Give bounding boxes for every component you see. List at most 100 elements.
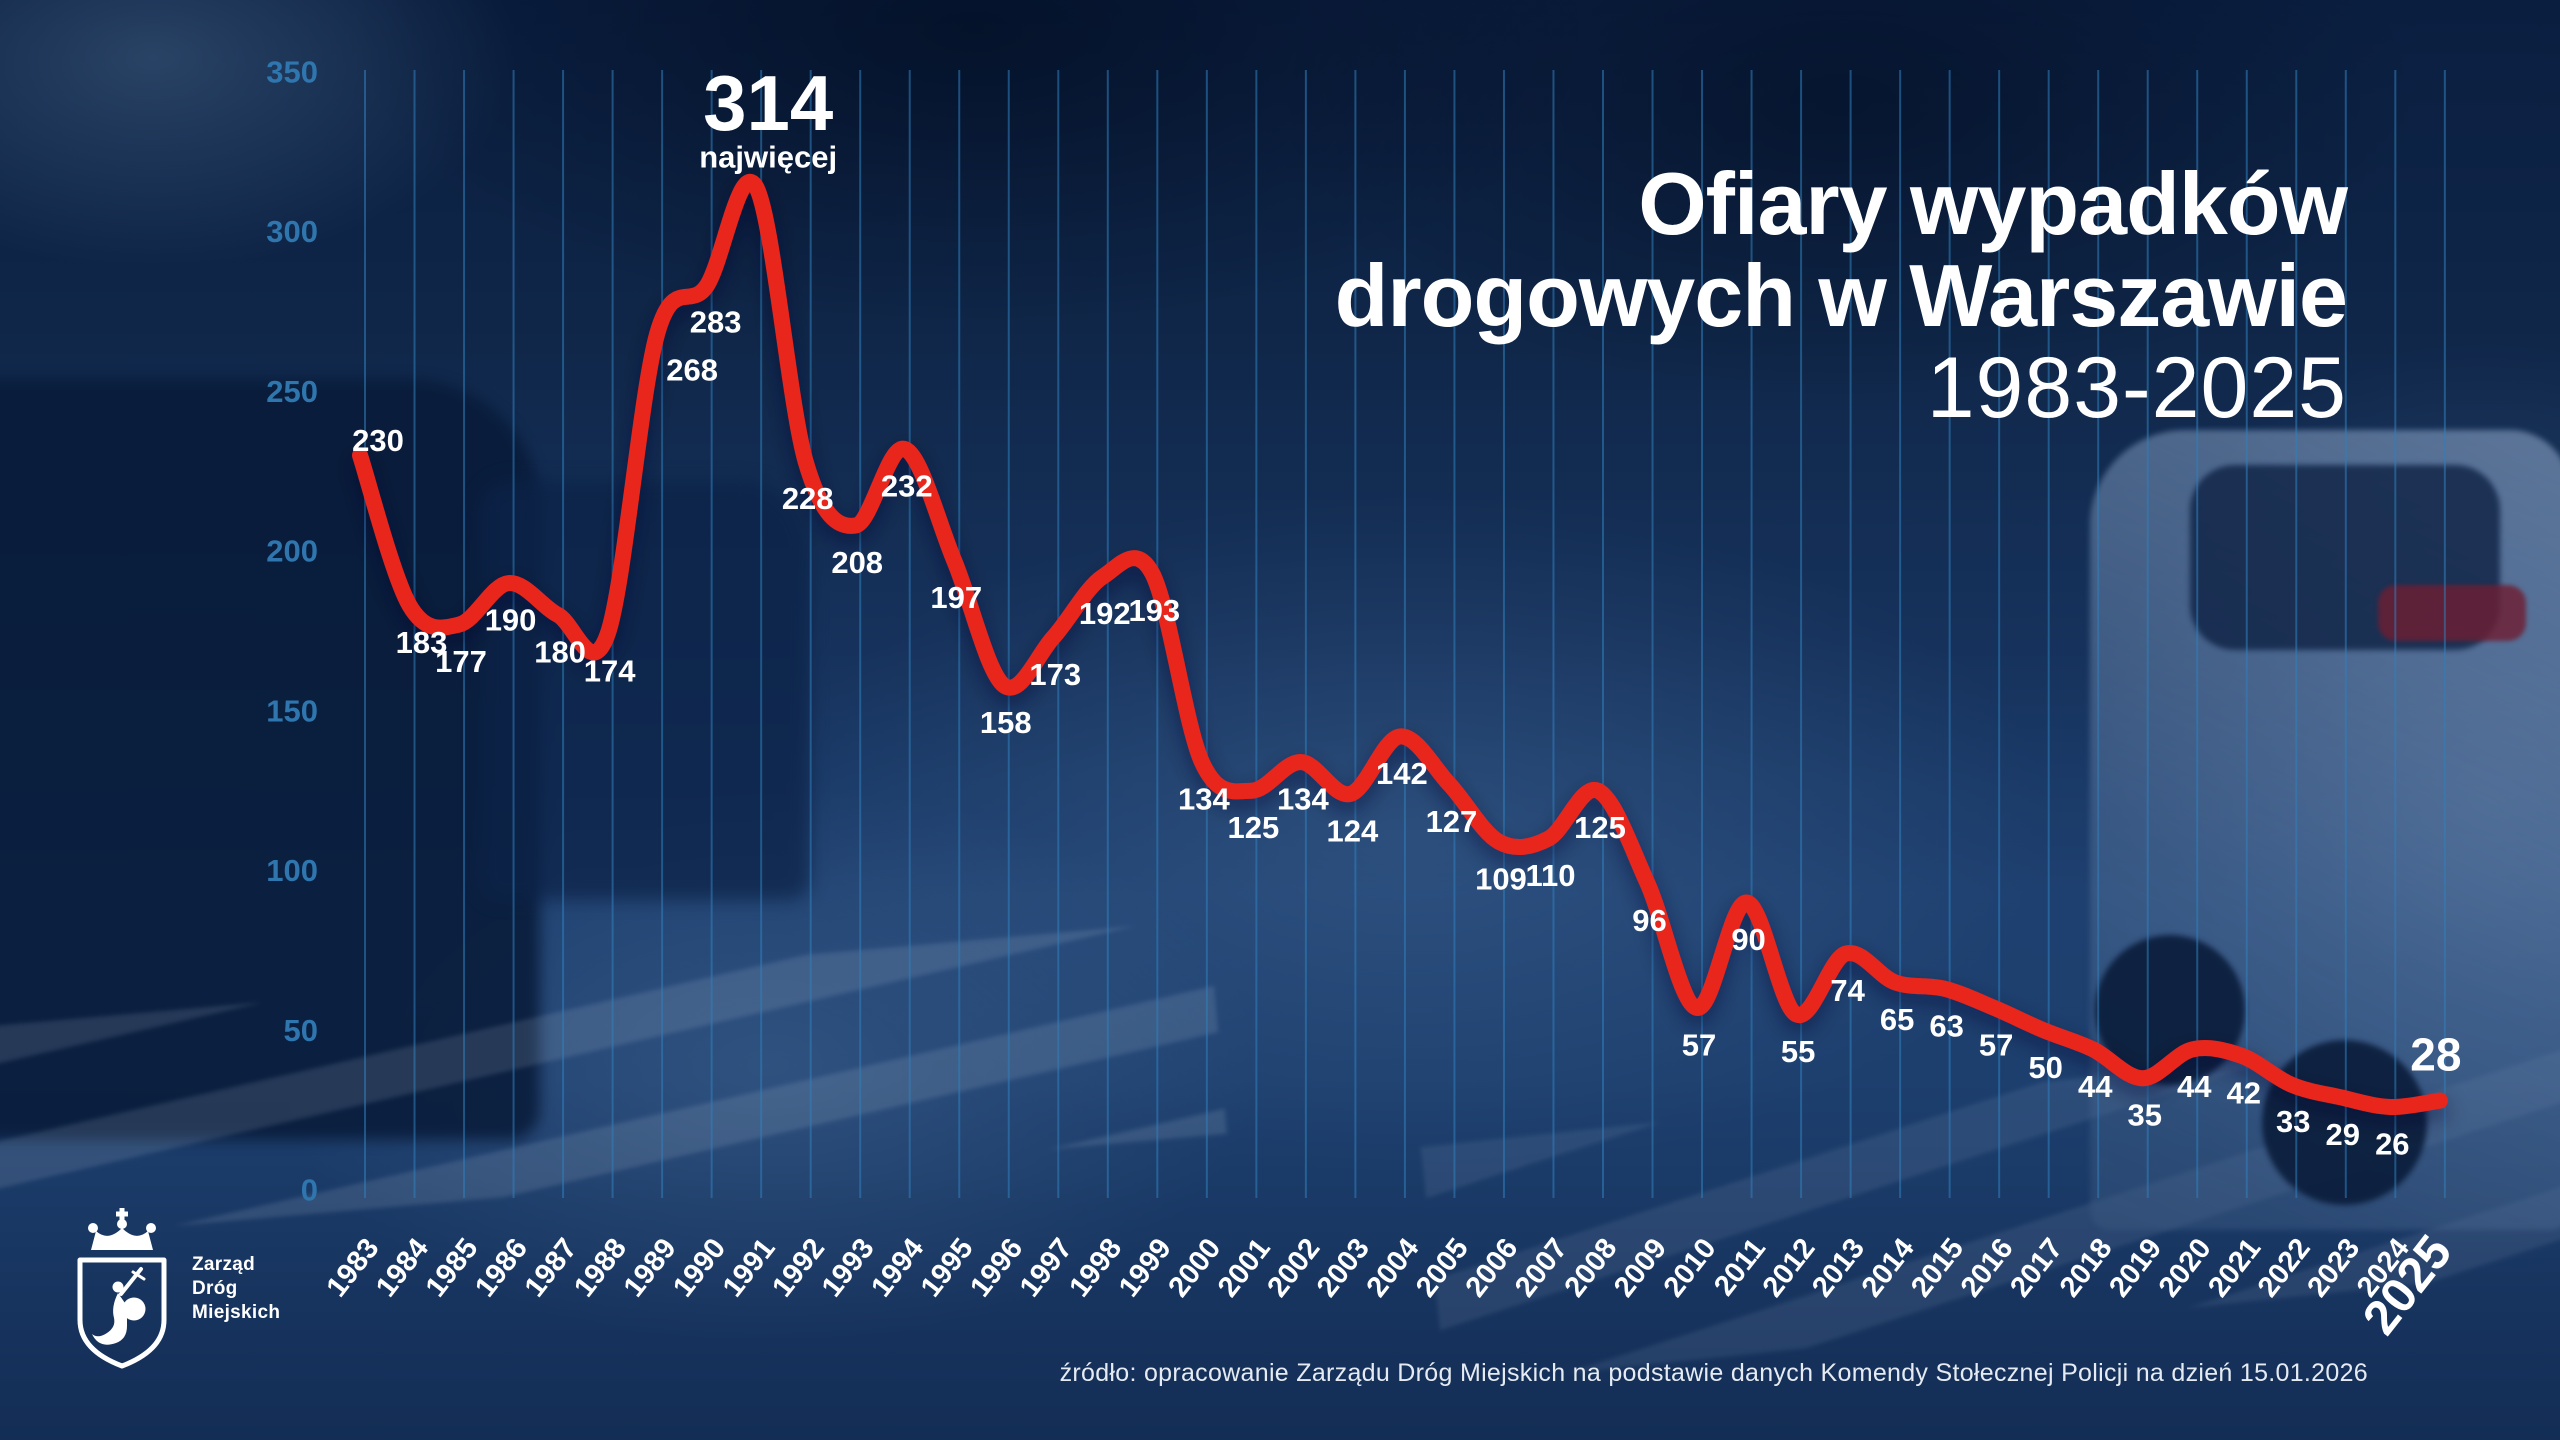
x-tick-label-2013: 2013 <box>1806 1233 1871 1304</box>
value-label-2007: 110 <box>1525 858 1575 893</box>
y-tick-label-350: 350 <box>266 55 318 90</box>
x-tick-label-2007: 2007 <box>1509 1233 1574 1304</box>
value-label-2018: 44 <box>2078 1069 2113 1104</box>
x-tick-label-2015: 2015 <box>1905 1233 1970 1304</box>
x-tick-label-1996: 1996 <box>964 1233 1029 1304</box>
x-tick-label-1986: 1986 <box>469 1233 534 1304</box>
y-tick-label-200: 200 <box>266 534 318 569</box>
max-callout-value: 314 <box>703 59 833 147</box>
value-label-2024: 26 <box>2375 1126 2409 1161</box>
value-label-1983: 230 <box>352 423 404 458</box>
x-tick-label-2019: 2019 <box>2103 1233 2168 1304</box>
x-tick-label-2008: 2008 <box>1559 1233 1624 1304</box>
y-tick-label-300: 300 <box>266 214 318 249</box>
warsaw-mermaid-crest-icon <box>77 1208 167 1369</box>
chart-title: Ofiary wypadków drogowych w Warszawie 19… <box>1334 154 2348 436</box>
x-tick-label-1993: 1993 <box>816 1233 881 1304</box>
y-tick-label-0: 0 <box>301 1173 318 1208</box>
value-label-2000: 134 <box>1178 781 1230 816</box>
value-label-1985: 177 <box>435 644 487 679</box>
value-label-2016: 57 <box>1979 1027 2013 1062</box>
value-label-1996: 158 <box>980 705 1032 740</box>
x-tick-label-1991: 1991 <box>717 1233 782 1304</box>
value-label-2006: 109 <box>1475 861 1527 896</box>
value-label-2019: 35 <box>2127 1098 2161 1133</box>
value-label-1997: 173 <box>1029 657 1081 692</box>
value-label-2015: 63 <box>1929 1008 1963 1043</box>
x-tick-label-1992: 1992 <box>766 1233 831 1304</box>
x-tick-label-2003: 2003 <box>1311 1233 1376 1304</box>
value-label-2011: 90 <box>1731 922 1765 957</box>
x-tick-label-2017: 2017 <box>2004 1233 2069 1304</box>
value-label-2014: 65 <box>1880 1002 1914 1037</box>
x-tick-label-2005: 2005 <box>1410 1233 1475 1304</box>
x-tick-label-1989: 1989 <box>618 1233 683 1304</box>
x-tick-label-1994: 1994 <box>865 1233 930 1304</box>
value-label-1987: 180 <box>534 635 586 670</box>
value-label-1995: 197 <box>930 580 982 615</box>
mermaid-figure <box>92 1267 146 1345</box>
value-label-2012: 55 <box>1781 1034 1815 1069</box>
x-tick-label-2012: 2012 <box>1757 1233 1822 1304</box>
value-label-1999: 193 <box>1128 593 1180 628</box>
x-tick-label-1987: 1987 <box>519 1233 584 1304</box>
max-callout-label: najwięcej <box>699 139 837 174</box>
value-label-2017: 50 <box>2028 1050 2062 1085</box>
value-label-2009: 96 <box>1632 903 1666 938</box>
y-tick-label-250: 250 <box>266 374 318 409</box>
value-label-2022: 33 <box>2276 1104 2310 1139</box>
value-label-2023: 29 <box>2326 1117 2360 1152</box>
x-tick-label-1983: 1983 <box>321 1233 386 1304</box>
x-tick-label-2011: 2011 <box>1708 1233 1772 1302</box>
x-tick-label-1998: 1998 <box>1063 1233 1128 1304</box>
y-tick-label-100: 100 <box>266 853 318 888</box>
value-label-1998: 192 <box>1079 596 1131 631</box>
source-note: źródło: opracowanie Zarządu Dróg Miejski… <box>1059 1359 2368 1387</box>
value-label-1994: 232 <box>881 468 933 503</box>
value-label-1986: 190 <box>485 603 537 638</box>
value-label-2005: 127 <box>1426 804 1478 839</box>
value-label-2010: 57 <box>1682 1027 1716 1062</box>
x-tick-label-2001: 2001 <box>1212 1233 1277 1304</box>
white-car-taillight <box>2378 585 2526 641</box>
x-tick-label-2004: 2004 <box>1361 1233 1426 1304</box>
x-tick-label-1990: 1990 <box>667 1233 732 1304</box>
x-tick-label-2010: 2010 <box>1658 1233 1723 1304</box>
x-tick-label-2002: 2002 <box>1261 1233 1326 1304</box>
value-label-1992: 228 <box>782 481 834 516</box>
logo-text-line: Zarząd <box>192 1254 256 1275</box>
x-tick-label-2016: 2016 <box>1955 1233 2020 1304</box>
value-label-2004: 142 <box>1376 756 1428 791</box>
zdm-logo: Zarząd Dróg Miejskich <box>72 1208 280 1370</box>
x-tick-label-2000: 2000 <box>1162 1233 1227 1304</box>
title-years: 1983-2025 <box>1926 340 2347 436</box>
x-tick-label-2020: 2020 <box>2153 1233 2218 1304</box>
y-tick-label-50: 50 <box>284 1013 318 1048</box>
x-tick-label-2018: 2018 <box>2054 1233 2119 1304</box>
x-tick-label-2022: 2022 <box>2252 1233 2317 1304</box>
parked-car-silhouette <box>480 480 810 900</box>
x-tick-label-1997: 1997 <box>1014 1233 1079 1304</box>
zdm-logo-text: Zarząd Dróg Miejskich <box>192 1253 280 1325</box>
x-tick-label-2021: 2021 <box>2202 1233 2267 1304</box>
value-label-1984: 183 <box>396 625 448 660</box>
value-label-1993: 208 <box>831 545 883 580</box>
value-label-2021: 42 <box>2227 1075 2261 1110</box>
trend-line <box>352 174 2448 1115</box>
x-tick-label-1988: 1988 <box>568 1233 633 1304</box>
x-tick-label-1995: 1995 <box>915 1233 980 1304</box>
value-label-1990: 283 <box>690 305 742 340</box>
title-line-1: Ofiary wypadków <box>1638 154 2348 253</box>
x-tick-label-2023: 2023 <box>2301 1233 2366 1304</box>
logo-text-line: Miejskich <box>192 1302 281 1323</box>
value-label-1988: 174 <box>584 654 636 689</box>
x-tick-label-2006: 2006 <box>1460 1233 1525 1304</box>
x-tick-label-1984: 1984 <box>370 1233 435 1304</box>
title-line-2: drogowych w Warszawie <box>1334 246 2348 345</box>
x-tick-label-1999: 1999 <box>1113 1233 1178 1304</box>
white-car-wheel <box>2262 1040 2427 1205</box>
value-label-2001: 125 <box>1227 810 1279 845</box>
y-tick-label-150: 150 <box>266 693 318 728</box>
